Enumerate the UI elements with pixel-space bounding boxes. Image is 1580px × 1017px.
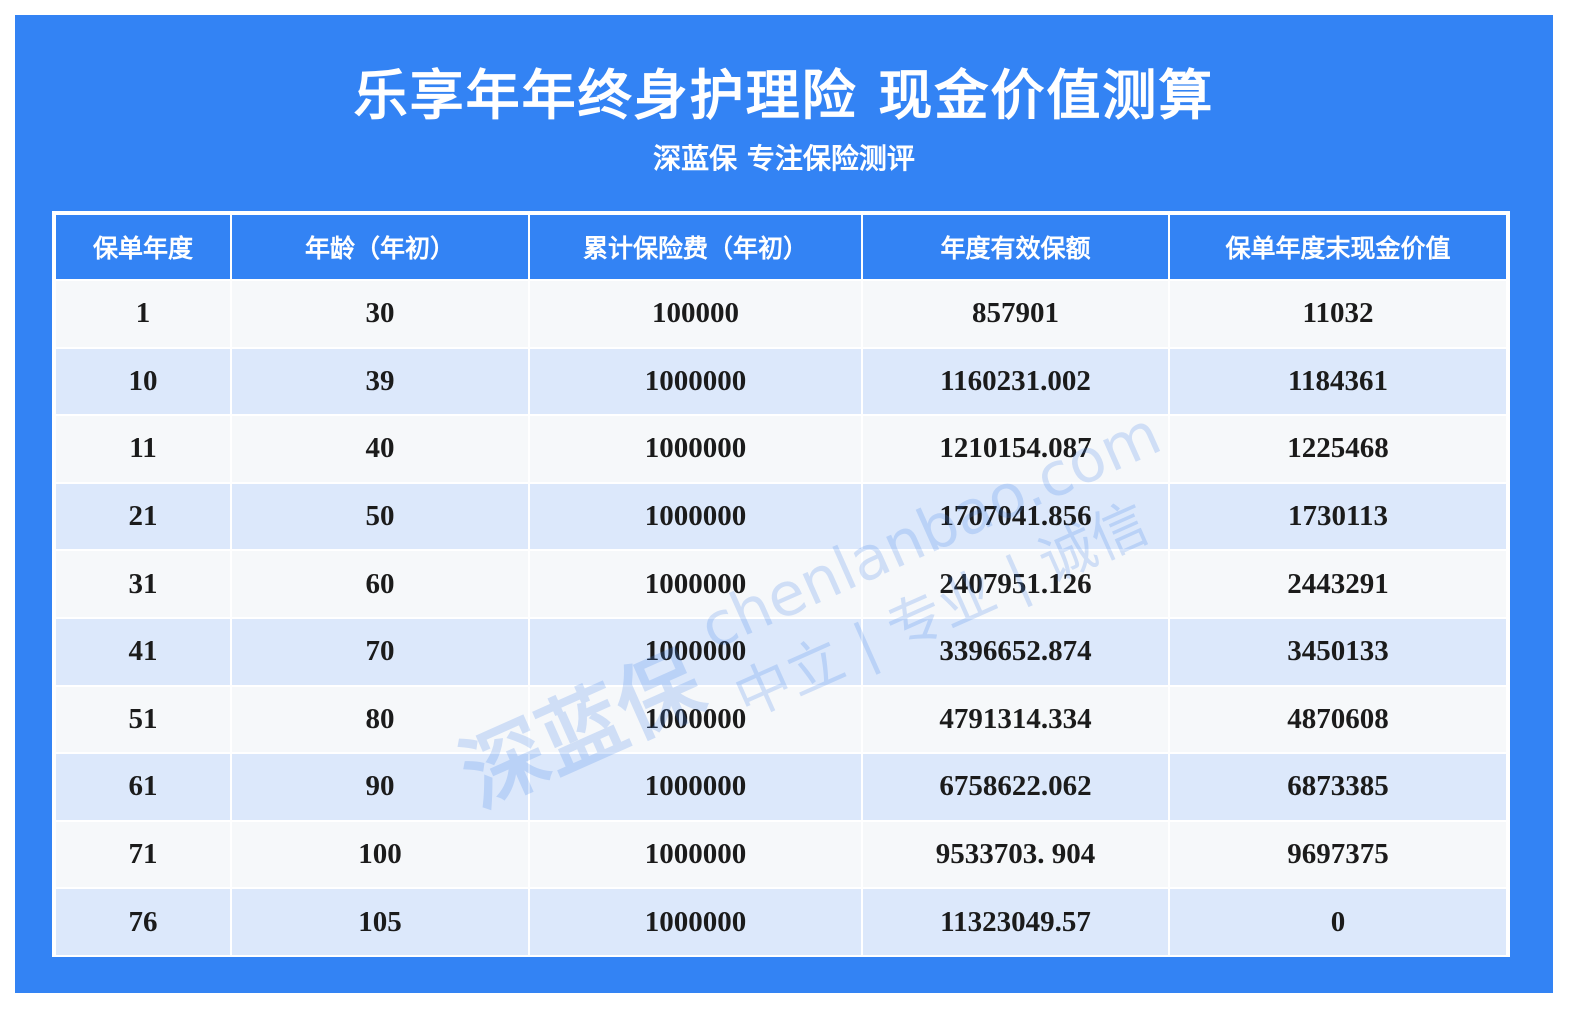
table-cell: 70: [232, 619, 530, 685]
table-cell: 0: [1170, 889, 1506, 955]
table-cell: 90: [232, 754, 530, 820]
table-cell: 1000000: [530, 619, 863, 685]
table-cell: 1000000: [530, 889, 863, 955]
table-cell: 11: [56, 416, 232, 482]
subtitle: 深蓝保 专注保险测评: [653, 142, 915, 175]
table-cell: 39: [232, 348, 530, 415]
table-cell: 2443291: [1170, 551, 1506, 617]
table-cell: 1225468: [1170, 416, 1506, 482]
table-cell: 1707041.856: [863, 483, 1170, 550]
table-row: 11 40 1000000 1210154.087 1225468: [56, 416, 1506, 482]
table-row: 31 60 1000000 2407951.126 2443291: [56, 551, 1506, 617]
table-cell: 1: [56, 281, 232, 347]
table-row: 76 105 1000000 11323049.57 0: [56, 889, 1506, 955]
header-cell: 保单年度: [56, 215, 232, 279]
table-cell: 6758622.062: [863, 754, 1170, 820]
table-cell: 11323049.57: [863, 889, 1170, 955]
table-cell: 1184361: [1170, 348, 1506, 415]
table-cell: 857901: [863, 281, 1170, 347]
table-cell: 1000000: [530, 821, 863, 888]
table-cell: 9697375: [1170, 821, 1506, 888]
table-cell: 105: [232, 889, 530, 955]
table-cell: 3450133: [1170, 619, 1506, 685]
header-cell: 累计保险费（年初）: [530, 215, 863, 279]
table-cell: 1000000: [530, 754, 863, 820]
table-row: 21 50 1000000 1707041.856 1730113: [56, 483, 1506, 550]
table-cell: 11032: [1170, 281, 1506, 347]
table-cell: 21: [56, 483, 232, 550]
table-cell: 4870608: [1170, 686, 1506, 753]
table-cell: 100: [232, 821, 530, 888]
table-cell: 10: [56, 348, 232, 415]
table-cell: 60: [232, 551, 530, 617]
table-cell: 1160231.002: [863, 348, 1170, 415]
header-cell: 年度有效保额: [863, 215, 1170, 279]
header-cell: 年龄（年初）: [232, 215, 530, 279]
table-cell: 31: [56, 551, 232, 617]
table-cell: 80: [232, 686, 530, 753]
table-cell: 50: [232, 483, 530, 550]
panel: 乐享年年终身护理险 现金价值测算 深蓝保 专注保险测评 保单年度 年龄（年初） 累计…: [15, 15, 1553, 993]
table-cell: 61: [56, 754, 232, 820]
table-cell: 1000000: [530, 551, 863, 617]
table-cell: 1210154.087: [863, 416, 1170, 482]
table: 保单年度 年龄（年初） 累计保险费（年初） 年度有效保额 保单年度末现金价值 1 30 100…: [52, 211, 1510, 957]
table-cell: 51: [56, 686, 232, 753]
table-row: 61 90 1000000 6758622.062 6873385: [56, 754, 1506, 820]
table-cell: 9533703. 904: [863, 821, 1170, 888]
table-row: 41 70 1000000 3396652.874 3450133: [56, 619, 1506, 685]
header-row: 保单年度 年龄（年初） 累计保险费（年初） 年度有效保额 保单年度末现金价值: [56, 215, 1506, 279]
table-cell: 3396652.874: [863, 619, 1170, 685]
table-cell: 1000000: [530, 348, 863, 415]
table-row: 1 30 100000 857901 11032: [56, 281, 1506, 347]
table-cell: 1000000: [530, 416, 863, 482]
table-cell: 40: [232, 416, 530, 482]
table-cell: 1730113: [1170, 483, 1506, 550]
table-cell: 2407951.126: [863, 551, 1170, 617]
table-cell: 1000000: [530, 686, 863, 753]
table-cell: 41: [56, 619, 232, 685]
table-cell: 6873385: [1170, 754, 1506, 820]
table-row: 71 100 1000000 9533703. 904 9697375: [56, 821, 1506, 888]
table-row: 10 39 1000000 1160231.002 1184361: [56, 348, 1506, 415]
table-cell: 30: [232, 281, 530, 347]
table-cell: 76: [56, 889, 232, 955]
table-cell: 71: [56, 821, 232, 888]
table-cell: 100000: [530, 281, 863, 347]
table-cell: 4791314.334: [863, 686, 1170, 753]
header-cell: 保单年度末现金价值: [1170, 215, 1506, 279]
title: 乐享年年终身护理险 现金价值测算: [353, 64, 1215, 127]
table-cell: 1000000: [530, 483, 863, 550]
table-row: 51 80 1000000 4791314.334 4870608: [56, 686, 1506, 753]
